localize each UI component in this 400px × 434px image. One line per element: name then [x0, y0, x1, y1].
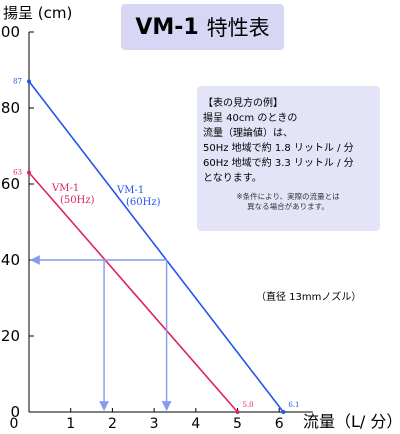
y-tick-label: 20 [1, 327, 20, 345]
note-caveat: ※条件により、実際の流量とは 異なる場合があります。 [236, 192, 340, 211]
series-name-50hz: VM-1 [51, 183, 79, 194]
x-tick-label: 3 [150, 416, 159, 432]
y-tick-label: 80 [1, 99, 20, 117]
note-heading: 【表の見方の例】 [203, 98, 283, 109]
y-tick-label: 0 [10, 403, 20, 421]
y-tick-label: 40 [1, 251, 20, 269]
series-name-50hz-freq: (50Hz) [60, 195, 95, 206]
title-text: 特性表 [206, 16, 270, 40]
series-start-point [27, 79, 31, 84]
y-tick-label: 100 [0, 23, 20, 41]
series-end-point [281, 410, 286, 414]
model-name: VM-1 [135, 14, 199, 40]
y-tick-label: 60 [1, 175, 20, 193]
series-start-point [27, 170, 31, 175]
chart-title: VM-1 特性表 [121, 4, 284, 50]
reading-example-note: 【表の見方の例】 揚呈 40cm のときの 流量（理論値）は、 50Hz 地域で… [197, 86, 380, 231]
series-name-60hz: VM-1 [116, 185, 144, 196]
series-end-point [235, 410, 240, 414]
x-tick-label: 4 [191, 416, 200, 432]
series-line [28, 172, 239, 413]
series-start-label: 87 [13, 77, 22, 85]
series-end-label: 6.1 [288, 401, 299, 409]
note-body: 揚呈 40cm のときの 流量（理論値）は、 50Hz 地域で約 1.8 リット… [203, 113, 354, 184]
x-tick-label: 0 [10, 416, 19, 432]
x-tick-label: 1 [66, 416, 75, 432]
x-axis-label: 流量（L/ 分） [303, 412, 400, 431]
series-name-60hz-freq: (60Hz) [126, 197, 161, 208]
series-line [28, 80, 285, 413]
x-tick-label: 6 [275, 416, 284, 432]
x-tick-label: 5 [233, 416, 242, 432]
y-axis-label: 揚呈 (cm) [3, 4, 73, 22]
series-end-label: 5.0 [243, 401, 254, 409]
series-start-label: 63 [13, 169, 22, 177]
nozzle-note: （直径 13mmノズル） [256, 292, 362, 303]
x-tick-label: 2 [108, 416, 117, 432]
